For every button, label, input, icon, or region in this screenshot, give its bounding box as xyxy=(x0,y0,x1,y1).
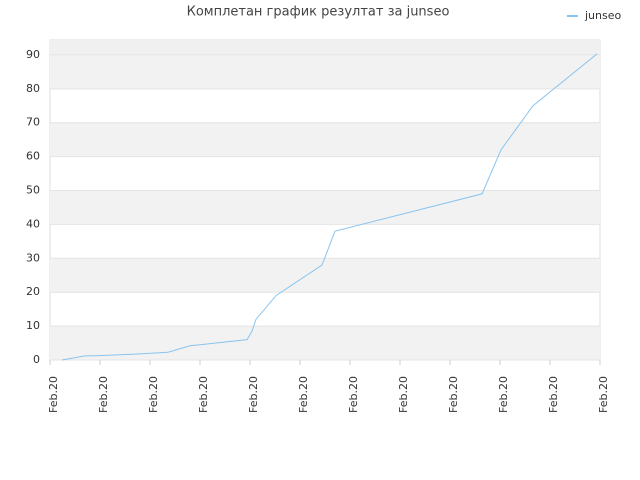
legend-label: junseo xyxy=(584,9,621,22)
x-tick-label: Feb.20 xyxy=(297,376,310,413)
y-tick-label: 70 xyxy=(26,116,40,129)
x-tick-label: Feb.20 xyxy=(397,376,410,413)
y-tick-label: 60 xyxy=(26,150,40,163)
y-tick-label: 40 xyxy=(26,217,40,230)
y-tick-label: 20 xyxy=(26,285,40,298)
x-tick-label: Feb.20 xyxy=(447,376,460,413)
x-tick-label: Feb.20 xyxy=(597,376,610,413)
band xyxy=(50,258,600,293)
x-tick-label: Feb.20 xyxy=(547,376,560,413)
x-tick-label: Feb.20 xyxy=(197,376,210,413)
line xyxy=(61,53,598,361)
y-tick-label: 90 xyxy=(26,48,40,61)
x-tick-label: Feb.20 xyxy=(47,376,60,413)
x-tick-label: Feb.20 xyxy=(497,376,510,413)
band xyxy=(50,190,600,225)
band xyxy=(50,54,600,89)
y-tick-label: 50 xyxy=(26,184,40,197)
x-tick-label: Feb.20 xyxy=(247,376,260,413)
y-tick-label: 10 xyxy=(26,319,40,332)
band xyxy=(50,40,600,55)
x-tick-label: Feb.20 xyxy=(147,376,160,413)
band xyxy=(50,326,600,360)
x-tick-label: Feb.20 xyxy=(97,376,110,413)
y-tick-label: 0 xyxy=(33,353,40,366)
y-tick-label: 30 xyxy=(26,251,40,264)
x-tick-label: Feb.20 xyxy=(347,376,360,413)
y-tick-label: 80 xyxy=(26,82,40,95)
chart-title: Комплетан график резултат за junseo xyxy=(187,5,450,20)
